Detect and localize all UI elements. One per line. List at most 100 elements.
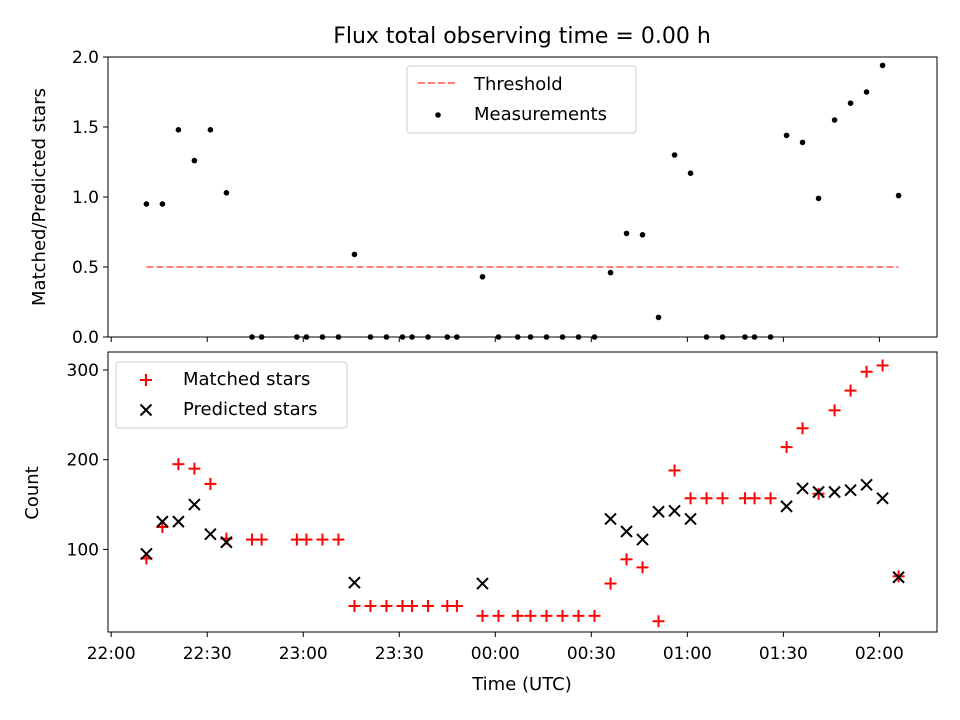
matched-star-point: [812, 487, 825, 500]
measurement-point: [687, 170, 694, 176]
top-y-tick-label: 1.0: [72, 188, 99, 208]
bottom-legend-box: [115, 361, 348, 429]
matched-star-point: [716, 492, 729, 505]
matched-star-point: [492, 609, 505, 622]
matched-star-point: [406, 599, 419, 612]
matched-star-point: [476, 609, 489, 622]
measurement-point: [159, 201, 166, 207]
legend-matched-marker: [140, 374, 152, 386]
measurement-point: [639, 232, 646, 238]
matched-star-point: [860, 365, 873, 378]
matched-star-point: [684, 492, 697, 505]
matched-star-point: [828, 404, 841, 417]
predicted-star-point: [140, 547, 153, 561]
legend-measurements-swatch: [435, 112, 441, 118]
predicted-star-point: [604, 512, 617, 526]
measurement-point: [879, 62, 886, 69]
top-tick-marks: 0.0 0.5 1.0 1.5 2.0: [72, 48, 880, 348]
measurement-point: [623, 230, 630, 237]
legend-threshold-label: Threshold: [473, 74, 563, 95]
matched-star-point: [556, 609, 569, 622]
x-tick-label: 02:00: [855, 644, 904, 664]
predicted-star-point: [844, 483, 857, 497]
matched-star-point: [588, 609, 601, 622]
predicted-star-point: [188, 498, 201, 511]
y-axis-label-count: Count: [22, 466, 43, 519]
matched-star-point: [636, 561, 649, 574]
predicted-star-point: [636, 533, 649, 546]
predicted-star-point: [652, 505, 665, 518]
predicted-star-point: [204, 527, 217, 541]
measurement-point: [175, 127, 182, 133]
legend-measurements-label: Measurements: [474, 104, 607, 125]
top-panel: 0.0 0.5 1.0 1.5 2.0 Flux total observing tim…: [29, 24, 938, 348]
matched-star-point: [572, 609, 585, 622]
predicted-star-point: [684, 512, 697, 526]
matched-star-point: [332, 533, 345, 546]
matched-star-point: [511, 609, 524, 622]
matched-star-point: [316, 533, 329, 546]
x-tick-label: 23:30: [375, 644, 424, 664]
predicted-star-point: [348, 576, 361, 589]
predicted-star-point: [780, 500, 793, 513]
measurement-point: [895, 192, 902, 199]
top-y-tick-label: 0.5: [72, 258, 99, 278]
legend-matched-label: Matched stars: [183, 369, 310, 390]
top-title: Flux total observing time = 0.00 h: [333, 24, 711, 49]
predicted-star-point: [892, 571, 905, 584]
measurement-point: [143, 201, 150, 207]
matched-star-point: [620, 553, 633, 566]
predicted-star-point: [156, 515, 169, 528]
x-tick-label: 00:00: [471, 644, 520, 664]
bottom-panel: 22:00 22:30 23:00 23:30 00:00 00:30 01:00 01:30…: [22, 351, 938, 695]
predicted-star-point: [476, 577, 489, 590]
measurement-point: [351, 251, 358, 258]
x-tick-label: 22:30: [183, 644, 232, 664]
matched-star-point: [172, 458, 185, 471]
matched-star-point: [748, 492, 761, 505]
legend-predicted-swatch: [139, 403, 153, 417]
matched-star-point: [300, 533, 313, 546]
bottom-y-tick-label: 100: [67, 540, 99, 560]
matched-star-point: [652, 615, 665, 628]
bottom-y-tick-label: 300: [67, 361, 99, 381]
matched-star-point: [524, 609, 537, 622]
top-y-axis-label: Matched/Predicted stars: [29, 88, 50, 306]
x-axis-label: Time (UTC): [471, 674, 572, 695]
matched-star-point: [255, 533, 268, 546]
legend-matched-swatch: [140, 374, 152, 386]
measurement-point: [655, 314, 662, 321]
predicted-star-point: [828, 485, 841, 499]
predicted-star-point: [668, 504, 681, 518]
predicted-star-point: [812, 485, 825, 499]
bottom-legend: Matched stars Predicted stars: [115, 361, 348, 429]
matched-star-point: [796, 422, 809, 435]
matched-star-point: [780, 441, 793, 454]
measurement-point: [831, 117, 838, 123]
measurement-point: [207, 127, 214, 133]
top-plot-frame: [107, 56, 938, 338]
measurement-point: [815, 195, 822, 202]
x-tick-label: 00:30: [567, 644, 616, 664]
top-legend: Threshold Measurements: [406, 65, 637, 134]
measurement-point: [863, 89, 870, 95]
measurement-point: [671, 152, 678, 158]
matched-star-point: [204, 477, 217, 490]
matched-star-point: [422, 599, 435, 612]
measurement-point: [191, 157, 198, 164]
x-tick-label: 23:00: [279, 644, 328, 664]
matched-star-point: [764, 492, 777, 505]
matched-star-point: [844, 384, 857, 397]
x-tick-label: 01:00: [663, 644, 712, 664]
top-y-tick-label: 1.5: [72, 118, 99, 138]
matched-star-point: [700, 492, 713, 505]
matched-star-point: [450, 599, 463, 612]
matched-star-point: [876, 359, 889, 372]
predicted-star-point: [220, 536, 233, 549]
measurement-point: [847, 100, 854, 106]
x-tick-label: 22:00: [87, 644, 136, 664]
predicted-star-point: [172, 515, 185, 528]
measurement-point: [479, 274, 486, 280]
measurement-point: [607, 269, 614, 276]
